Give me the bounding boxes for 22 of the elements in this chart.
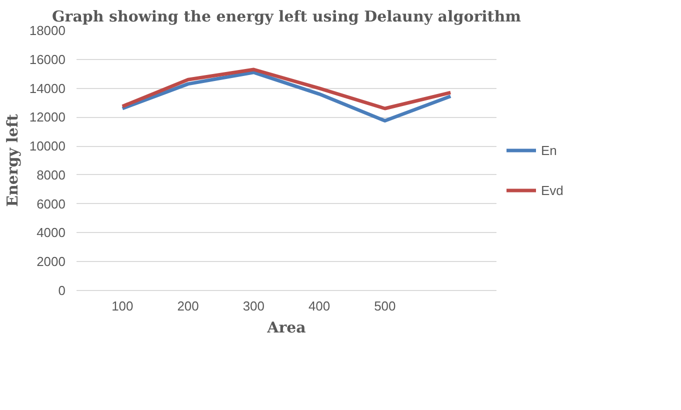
y-tick-label: 4000 — [36, 225, 66, 240]
x-tick-label: 300 — [242, 298, 265, 314]
y-tick-label: 2000 — [36, 254, 66, 270]
y-tick-label: 12000 — [29, 110, 66, 125]
y-tick-label: 6000 — [36, 196, 66, 212]
y-tick-label: 10000 — [29, 138, 66, 154]
line-series — [120, 68, 452, 110]
legend-label: Evd — [541, 182, 564, 198]
x-tick-label: 100 — [112, 298, 134, 314]
chart-title: Graph showing the energy left using Delauny algorithm — [52, 8, 522, 26]
line-series — [120, 70, 452, 123]
y-tick-label: 16000 — [29, 52, 66, 67]
y-tick-label: 0 — [58, 283, 66, 298]
x-tick-label: 400 — [308, 298, 330, 314]
y-tick-label: 14000 — [29, 80, 66, 96]
y-tick-label: 8000 — [36, 167, 66, 182]
y-axis-title: Energy left — [3, 114, 22, 207]
y-tick-label: 18000 — [29, 23, 66, 38]
x-tick-label: 500 — [374, 298, 396, 314]
legend-label: En — [541, 142, 558, 158]
x-tick-label: 200 — [177, 298, 199, 314]
x-axis-title: Area — [266, 318, 306, 336]
